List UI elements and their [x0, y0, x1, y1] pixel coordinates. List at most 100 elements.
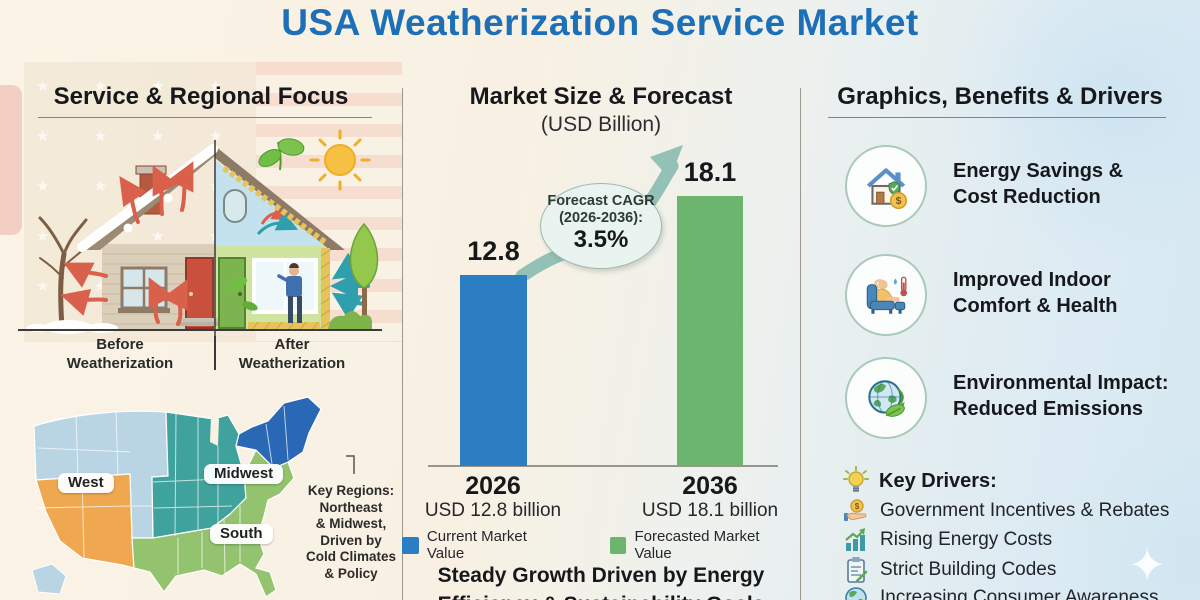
before-label-line1: Before: [96, 336, 144, 353]
annotation-line: Driven by: [320, 532, 382, 548]
green-tree-icon: [349, 222, 379, 330]
leaf-icon: [242, 301, 258, 311]
armchair-comfort-icon: [866, 276, 908, 314]
flag-star-row: ★ ★ ★ ★ ★ ★: [36, 128, 256, 145]
key-drivers-header: Key Drivers:: [879, 469, 997, 492]
svg-text:$: $: [855, 502, 860, 511]
house-shield-coin-icon: $: [866, 168, 908, 210]
weatherization-house-illustration: [18, 129, 382, 340]
flag-star-row: ★ ★ ★ ★ ★ ★: [36, 78, 256, 95]
benefit-line: Comfort & Health: [953, 295, 1118, 317]
cagr-line1: Forecast CAGR: [547, 193, 655, 209]
benefit-energy-savings: Energy Savings & Cost Reduction: [953, 158, 1193, 210]
x-sublabel-2036: USD 18.1 billion: [641, 500, 779, 521]
leaf-icon: [228, 277, 248, 291]
roof-insulation: [222, 165, 328, 246]
right-header-rule: [828, 117, 1166, 118]
driver-consumer-awareness: Increasing Consumer Awareness: [843, 585, 1158, 600]
column-divider: [800, 88, 801, 600]
roof-snow: [77, 144, 218, 252]
bar-2026: [460, 275, 527, 466]
cagr-line2: (2026-2036):: [559, 210, 643, 226]
person-icon: [277, 263, 302, 323]
building-codes-icon: [847, 557, 868, 583]
great-lakes: [210, 416, 219, 446]
driver-label: Rising Energy Costs: [880, 529, 1053, 550]
coin-hand-icon: $: [844, 499, 867, 521]
usa-flag-edge-decor: [0, 85, 22, 235]
benefit-line: Energy Savings &: [953, 160, 1124, 182]
benefit-circle-energy-savings: $: [845, 145, 927, 227]
chart-title: Market Size & Forecast: [469, 83, 733, 110]
bar-2036: [677, 196, 743, 466]
bare-tree-icon: [38, 216, 88, 331]
map-region-northeast: [235, 396, 322, 469]
before-weatherization-label: Before Weatherization: [40, 335, 200, 373]
x-label-2036: 2036: [682, 472, 738, 500]
cagr-annotation-bubble: Forecast CAGR (2026-2036): 3.5%: [540, 183, 662, 269]
legend-item-current: Current Market Value: [402, 528, 568, 562]
benefit-line: Environmental Impact:: [953, 372, 1169, 394]
left-header-rule: [38, 117, 372, 118]
annotation-line: Cold Climates: [305, 549, 397, 564]
benefit-circle-comfort: [845, 254, 927, 336]
benefit-line: Improved Indoor: [953, 269, 1111, 291]
x-label-2026: 2026: [465, 472, 521, 500]
cagr-value: 3.5%: [573, 226, 629, 253]
map-label-south: South: [210, 524, 273, 544]
snow-mound: [44, 320, 92, 334]
state-borders: [35, 405, 289, 575]
bar-2026-value: 12.8: [467, 236, 520, 266]
annotation-line: & Midwest,: [315, 516, 387, 531]
footer-line1: Steady Growth Driven by Energy: [437, 564, 765, 587]
x-sublabel-2026: USD 12.8 billion: [424, 500, 562, 521]
map-region-south: [131, 448, 295, 598]
driver-strict-building-codes: Strict Building Codes: [843, 556, 1056, 584]
chart-footer-text: Steady Growth Driven by Energy Efficienc…: [402, 561, 800, 600]
heat-loss-arrows: [60, 161, 194, 326]
sun-icon: [309, 129, 371, 191]
sparkle-icon: ✦: [1128, 539, 1167, 591]
annotation-line: Key Regions:: [307, 483, 395, 498]
right-panel-header: Graphics, Benefits & Drivers: [837, 83, 1163, 110]
legend-label-current: Current Market Value: [426, 528, 527, 562]
map-region-alaska: [31, 563, 67, 595]
driver-label: Strict Building Codes: [880, 559, 1057, 580]
benefit-line: Reduced Emissions: [953, 398, 1144, 420]
before-after-divider: [214, 336, 216, 370]
annotation-line: Northeast: [319, 499, 383, 515]
driver-label: Increasing Consumer Awareness: [880, 587, 1159, 600]
map-label-west: West: [58, 473, 114, 493]
driver-label: Government Incentives & Rebates: [880, 500, 1170, 521]
legend-swatch-current: [402, 536, 419, 554]
key-drivers-header-row: Key Drivers:: [843, 466, 997, 496]
arched-window-icon: [223, 189, 247, 223]
benefit-line: Cost Reduction: [953, 186, 1101, 208]
benefit-circle-environment: [845, 357, 927, 439]
after-label-line2: Weatherization: [238, 355, 346, 372]
benefit-environmental-impact: Environmental Impact: Reduced Emissions: [953, 370, 1193, 422]
annotation-line: & Policy: [324, 565, 378, 581]
page-title: USA Weatherization Service Market: [281, 2, 919, 43]
column-divider: [402, 88, 403, 600]
map-label-midwest: Midwest: [204, 464, 284, 484]
chart-legend: Current Market Value Forecasted Market V…: [402, 528, 800, 562]
chart-baseline: [428, 465, 778, 467]
globe-leaf-icon: [868, 380, 905, 417]
after-weatherization-label: After Weatherization: [212, 335, 372, 373]
leaves-icon: [258, 138, 305, 171]
globe-awareness-icon: [845, 587, 867, 600]
benefit-comfort-health: Improved Indoor Comfort & Health: [953, 267, 1193, 319]
annotation-connector: [346, 455, 355, 474]
footer-line2: Efficiency & Sustainability Goals: [438, 593, 765, 600]
driver-government-incentives: $ Government Incentives & Rebates: [843, 498, 1169, 524]
bar-2036-value: 18.1: [683, 157, 737, 187]
rising-chart-icon: [845, 528, 865, 551]
after-label-line1: After: [274, 336, 310, 353]
svg-text:$: $: [896, 196, 902, 207]
bush-icon: [328, 311, 372, 330]
lightbulb-icon: [843, 466, 869, 492]
driver-rising-energy-costs: Rising Energy Costs: [843, 527, 1052, 553]
left-panel-header: Service & Regional Focus: [53, 83, 349, 110]
